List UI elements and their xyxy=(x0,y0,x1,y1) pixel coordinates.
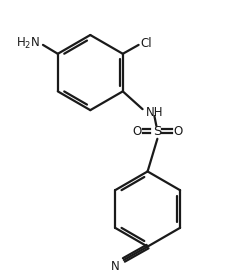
Text: N: N xyxy=(110,260,119,273)
Text: S: S xyxy=(153,125,161,138)
Text: NH: NH xyxy=(145,106,162,119)
Text: O: O xyxy=(131,125,141,138)
Text: O: O xyxy=(173,125,182,138)
Text: H$_2$N: H$_2$N xyxy=(16,36,40,51)
Text: Cl: Cl xyxy=(140,38,152,51)
